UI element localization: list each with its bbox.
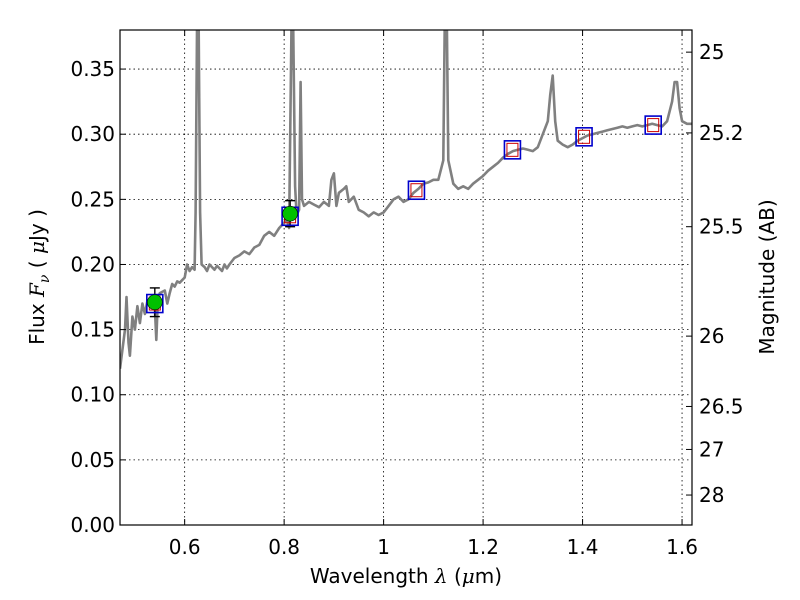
observed-point (147, 294, 163, 311)
spectrum-line (120, 30, 692, 369)
axis-ticks: 0.6 0.8 1 1.2 1.4 1.6 0.00 0.05 0.10 0.15 0.20 0.25… (70, 30, 744, 559)
grid-lines (120, 30, 692, 526)
y2-tick-label: 25 (699, 40, 724, 64)
x-tick-label: 1.6 (666, 535, 698, 559)
x-tick-label: 1.2 (467, 535, 499, 559)
model-photometry-box (407, 180, 426, 201)
plot-frame (119, 29, 693, 526)
y2-axis-title: Magnitude (AB) (755, 199, 779, 354)
model-photometry-inner (506, 142, 519, 157)
y2-tick-label: 27 (699, 437, 724, 461)
y-tick-label: 0.10 (70, 383, 115, 407)
photometry-markers (146, 115, 663, 318)
model-photometry-inner (410, 183, 423, 198)
model-photometry-inner (647, 118, 660, 133)
y-tick-label: 0.25 (70, 187, 115, 211)
y-tick-label: 0.15 (70, 318, 115, 342)
y-axis-title: Flux Fν ( μJy ) (25, 209, 53, 345)
x-axis-title: Wavelength λ (μm) (310, 564, 502, 588)
x-tick-label: 1 (377, 535, 390, 559)
x-tick-label: 1.4 (567, 535, 599, 559)
y-tick-label: 0.20 (70, 252, 115, 276)
model-photometry-box (575, 127, 593, 147)
model-photometry-box (644, 115, 663, 135)
y-tick-label: 0.00 (70, 513, 115, 537)
observed-point (282, 205, 298, 222)
y2-tick-label: 26.5 (699, 394, 744, 418)
y2-tick-label: 25.5 (699, 215, 744, 239)
y2-tick-label: 28 (699, 483, 724, 507)
y2-tick-label: 26 (699, 324, 724, 348)
y-tick-label: 0.30 (70, 122, 115, 146)
y2-tick-label: 25.2 (699, 121, 744, 145)
y-tick-label: 0.05 (70, 448, 115, 472)
model-photometry-box (503, 140, 522, 160)
x-tick-label: 0.6 (169, 535, 201, 559)
y-tick-label: 0.35 (70, 57, 115, 81)
model-photometry-inner (578, 129, 591, 144)
x-tick-label: 0.8 (268, 535, 300, 559)
